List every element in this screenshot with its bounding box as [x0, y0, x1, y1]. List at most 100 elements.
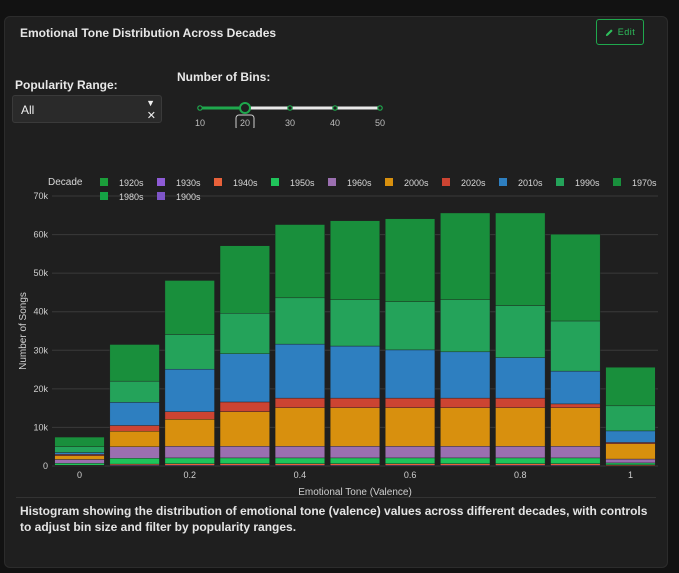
legend-item-1950s[interactable]: 1950s: [290, 178, 315, 188]
bar-segment-2020s[interactable]: [440, 397, 491, 408]
bar-segment-1950s[interactable]: [385, 457, 436, 464]
slider-mark[interactable]: [287, 105, 293, 111]
bar-segment-2020s[interactable]: [330, 397, 380, 408]
bar-segment-1970s[interactable]: [495, 212, 546, 306]
bar-segment-1960s[interactable]: [109, 446, 160, 459]
bar-segment-1970s[interactable]: [330, 220, 380, 300]
bar-segment-2010s[interactable]: [164, 368, 215, 412]
legend-item-1900s[interactable]: 1900s: [176, 192, 201, 202]
bar-segment-1990s[interactable]: [495, 305, 546, 358]
bar-segment-1990s[interactable]: [219, 313, 270, 354]
bar-segment-1950s[interactable]: [54, 463, 105, 466]
bar-segment-2010s[interactable]: [550, 370, 601, 405]
popularity-select[interactable]: All ▼ ✕: [12, 95, 162, 123]
bar-segment-2020s[interactable]: [274, 397, 325, 408]
bar-segment-2010s[interactable]: [219, 353, 270, 403]
bar-segment-1950s[interactable]: [274, 457, 325, 464]
bar-segment-1970s[interactable]: [385, 218, 436, 302]
bar-segment-1950s[interactable]: [109, 458, 160, 465]
bar-segment-1990s[interactable]: [605, 405, 656, 432]
bar-segment-2020s[interactable]: [385, 397, 436, 408]
bar-segment-1970s[interactable]: [219, 245, 270, 314]
legend-item-2010s[interactable]: 2010s: [518, 178, 543, 188]
bar-segment-1970s[interactable]: [440, 212, 491, 300]
bar-segment-2020s[interactable]: [495, 397, 546, 408]
legend-swatch[interactable]: [100, 192, 108, 200]
legend-swatch[interactable]: [499, 178, 507, 186]
bar-segment-1950s[interactable]: [330, 457, 380, 464]
bar-segment-1990s[interactable]: [54, 446, 105, 453]
bar-segment-1960s[interactable]: [274, 446, 325, 459]
bar-segment-1970s[interactable]: [164, 280, 215, 335]
bar-segment-2000s[interactable]: [495, 407, 546, 447]
bar-segment-2000s[interactable]: [440, 407, 491, 447]
bar-segment-2020s[interactable]: [550, 403, 601, 408]
bar-segment-1990s[interactable]: [440, 299, 491, 353]
bar-segment-1970s[interactable]: [54, 436, 105, 447]
bar-segment-2020s[interactable]: [164, 411, 215, 420]
legend-swatch[interactable]: [613, 178, 621, 186]
bar-segment-2010s[interactable]: [274, 343, 325, 399]
bar-segment-1960s[interactable]: [550, 446, 601, 459]
bar-segment-2000s[interactable]: [330, 407, 380, 447]
legend-swatch[interactable]: [157, 178, 165, 186]
slider-mark[interactable]: [197, 105, 203, 111]
legend-item-1990s[interactable]: 1990s: [575, 178, 600, 188]
bar-segment-1970s[interactable]: [605, 367, 656, 407]
bar-segment-2010s[interactable]: [330, 345, 380, 399]
bar-segment-1990s[interactable]: [550, 320, 601, 372]
bar-segment-1950s[interactable]: [164, 457, 215, 464]
legend-item-1980s[interactable]: 1980s: [119, 192, 144, 202]
bins-slider[interactable]: 10 20 30 40 50: [190, 88, 390, 128]
legend-swatch[interactable]: [385, 178, 393, 186]
bar-segment-1950s[interactable]: [219, 457, 270, 464]
bar-segment-2010s[interactable]: [440, 351, 491, 399]
bar-segment-1990s[interactable]: [330, 299, 380, 347]
bar-segment-2020s[interactable]: [109, 425, 160, 432]
bar-segment-1960s[interactable]: [54, 459, 105, 464]
legend-swatch[interactable]: [100, 178, 108, 186]
bar-segment-1990s[interactable]: [109, 380, 160, 403]
bar-segment-1940s[interactable]: [550, 463, 601, 466]
legend-swatch[interactable]: [157, 192, 165, 200]
legend-item-1920s[interactable]: 1920s: [119, 178, 144, 188]
slider-mark[interactable]: [377, 105, 383, 111]
legend-swatch[interactable]: [328, 178, 336, 186]
bar-segment-1970s[interactable]: [109, 344, 160, 382]
bar-segment-1960s[interactable]: [440, 446, 491, 459]
bar-segment-1940s[interactable]: [330, 463, 380, 466]
bar-segment-1940s[interactable]: [219, 463, 270, 466]
bar-segment-1960s[interactable]: [330, 446, 380, 459]
bar-segment-1970s[interactable]: [550, 233, 601, 322]
bar-segment-2000s[interactable]: [605, 443, 656, 460]
bar-segment-1950s[interactable]: [440, 457, 491, 464]
bar-segment-1940s[interactable]: [164, 463, 215, 466]
bar-segment-1960s[interactable]: [164, 446, 215, 459]
bar-segment-1990s[interactable]: [164, 334, 215, 370]
bar-segment-1940s[interactable]: [274, 463, 325, 466]
slider-handle[interactable]: [239, 102, 251, 114]
edit-button[interactable]: Edit: [596, 19, 644, 45]
legend-item-1940s[interactable]: 1940s: [233, 178, 258, 188]
bar-segment-2000s[interactable]: [550, 407, 601, 447]
bar-segment-1970s[interactable]: [274, 224, 325, 299]
bar-segment-2010s[interactable]: [495, 357, 546, 399]
bar-segment-1950s[interactable]: [550, 457, 601, 464]
legend-swatch[interactable]: [442, 178, 450, 186]
bar-segment-1990s[interactable]: [274, 297, 325, 345]
bar-segment-2000s[interactable]: [109, 431, 160, 447]
bar-segment-2000s[interactable]: [219, 411, 270, 447]
bar-segment-1960s[interactable]: [385, 446, 436, 459]
bar-segment-1950s[interactable]: [605, 462, 656, 466]
legend-item-2000s[interactable]: 2000s: [404, 178, 429, 188]
bar-segment-2000s[interactable]: [54, 455, 105, 460]
legend-swatch[interactable]: [214, 178, 222, 186]
legend-item-2020s[interactable]: 2020s: [461, 178, 486, 188]
bar-segment-1960s[interactable]: [495, 446, 546, 459]
bar-segment-1990s[interactable]: [385, 301, 436, 351]
bar-segment-2010s[interactable]: [54, 452, 105, 455]
legend-swatch[interactable]: [271, 178, 279, 186]
legend-swatch[interactable]: [556, 178, 564, 186]
slider-mark[interactable]: [332, 105, 338, 111]
legend-item-1970s[interactable]: 1970s: [632, 178, 657, 188]
